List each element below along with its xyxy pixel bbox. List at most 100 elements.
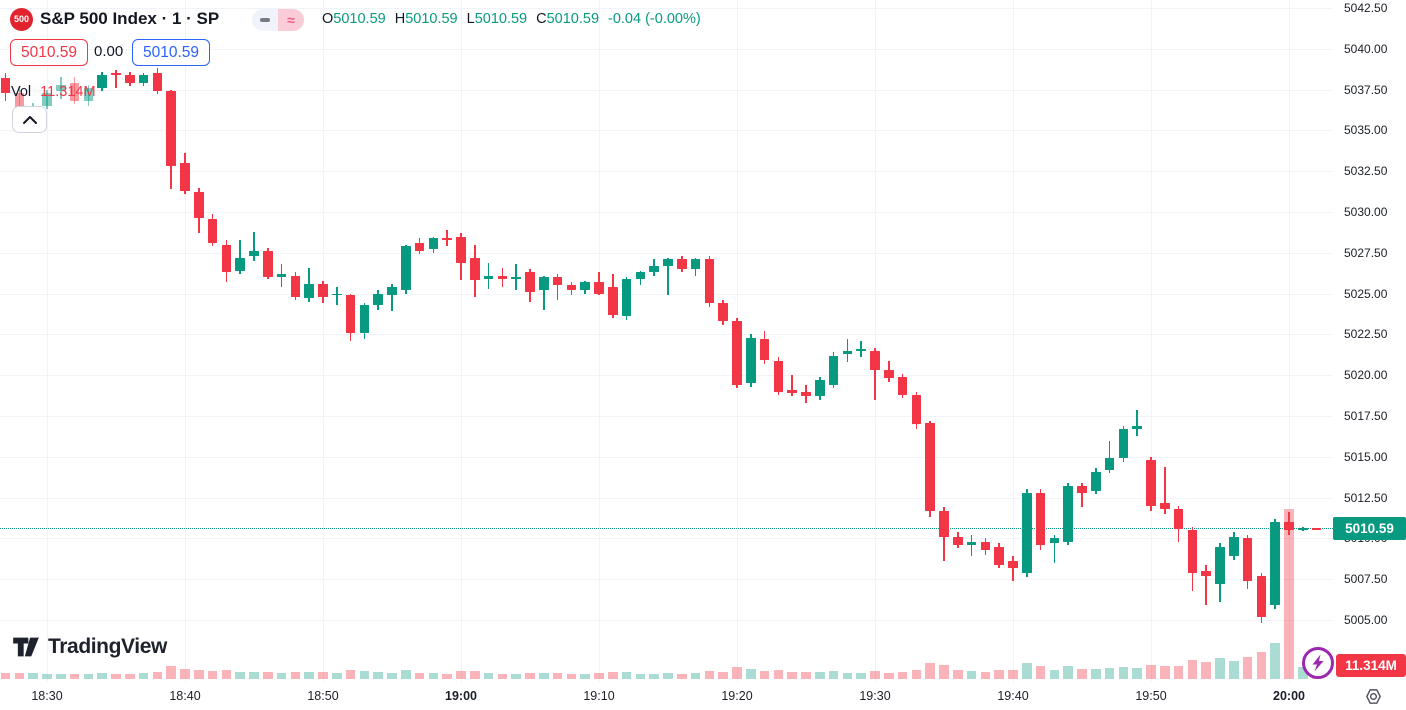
horizontal-gridline [0, 89, 1333, 91]
volume-indicator-legend[interactable]: Vol 11.314M [11, 84, 96, 100]
vertical-gridline [1151, 0, 1152, 682]
horizontal-gridline [0, 171, 1333, 173]
time-tick-label: 20:00 [1273, 689, 1305, 703]
vertical-gridline [875, 0, 876, 682]
volume-bar [856, 673, 866, 679]
candle [1160, 502, 1170, 509]
axis-settings-button[interactable] [1364, 687, 1383, 710]
candle [953, 536, 963, 545]
chart-plot-area[interactable] [0, 0, 1333, 682]
volume-bar [1298, 667, 1308, 679]
candle-wick [1012, 556, 1014, 581]
candle [180, 163, 190, 191]
candle [621, 278, 632, 317]
volume-bar [594, 673, 604, 679]
volume-bar [14, 673, 25, 679]
candle [994, 546, 1004, 565]
candle [1091, 471, 1101, 492]
volume-bar [511, 673, 521, 679]
volume-bar [759, 670, 770, 679]
candle [125, 74, 135, 84]
collapse-legend-button[interactable] [12, 106, 47, 133]
current-price-line [0, 527, 1333, 529]
chevron-up-icon [22, 115, 37, 124]
spread-value: 0.00 [94, 43, 124, 60]
volume-bar [1256, 651, 1267, 679]
open-value: 5010.59 [333, 11, 386, 27]
volume-bar [580, 674, 590, 679]
volume-bar [387, 672, 397, 679]
horizontal-gridline [0, 334, 1333, 336]
buy-price-button[interactable]: 5010.59 [132, 39, 210, 66]
sell-price-button[interactable]: 5010.59 [10, 39, 88, 66]
candle [1215, 546, 1225, 585]
price-tick-label: 5027.50 [1344, 245, 1388, 260]
candle [677, 259, 687, 270]
candle-wick [874, 347, 876, 400]
candle [980, 541, 991, 550]
candle [1256, 575, 1267, 617]
candle [138, 74, 149, 84]
volume-bar [1242, 656, 1253, 679]
volume-bar [235, 671, 245, 679]
volume-bar [1118, 667, 1129, 679]
candle [1311, 528, 1322, 530]
volume-bar [1146, 664, 1156, 679]
volume-bar [608, 671, 618, 679]
instant-trading-button[interactable] [1301, 646, 1335, 685]
approx-toggle-segment[interactable]: ≈ [278, 9, 304, 31]
volume-bar [649, 673, 659, 679]
horizontal-gridline [0, 48, 1333, 50]
time-axis[interactable]: 18:30 18:40 18:50 19:00 19:10 19:20 19:30 19:40… [0, 682, 1406, 710]
candle-wick [1205, 564, 1207, 606]
candle-wick [860, 340, 862, 358]
candle [1104, 458, 1115, 470]
candle-wick [1108, 440, 1111, 474]
approx-icon: ≈ [287, 12, 295, 28]
candle [111, 73, 121, 75]
low-value: 5010.59 [474, 11, 528, 27]
candle [318, 283, 328, 297]
candle [897, 376, 908, 395]
symbol-title[interactable]: S&P 500 Index · 1 · SP [40, 9, 220, 28]
lightning-bolt-icon [1312, 654, 1324, 672]
horizontal-gridline [0, 579, 1333, 581]
price-axis[interactable]: 5042.50 5040.00 5037.50 5035.00 5032.50 5030.… [1333, 0, 1406, 682]
horizontal-gridline [0, 416, 1333, 417]
tradingview-logo[interactable]: TradingView [12, 633, 167, 661]
candle [56, 84, 66, 92]
candle [235, 257, 245, 271]
candle [1035, 492, 1046, 545]
candle [1118, 429, 1129, 459]
candle [566, 285, 577, 291]
price-tick-label: 5012.50 [1344, 490, 1388, 505]
candle [966, 541, 977, 545]
candle [690, 259, 701, 270]
vertical-gridline [1013, 0, 1014, 682]
candle [842, 350, 853, 354]
candle [1022, 492, 1032, 573]
candle [69, 83, 80, 102]
minimize-toggle-segment[interactable] [252, 9, 278, 31]
horizontal-gridline [0, 620, 1333, 621]
time-tick-label: 19:40 [997, 689, 1029, 703]
volume-label: Vol [11, 84, 32, 100]
volume-bar [746, 669, 756, 679]
vertical-gridline [323, 0, 324, 682]
volume-bar [870, 670, 880, 679]
candle [1063, 486, 1073, 542]
volume-bar [966, 670, 977, 679]
price-tick-label: 5015.00 [1344, 449, 1388, 464]
time-tick-label: 19:50 [1135, 689, 1167, 703]
vertical-gridline [461, 0, 462, 682]
volume-bar [83, 673, 94, 679]
candle-wick [556, 274, 559, 301]
volume-bar [842, 673, 853, 679]
high-value: 5010.59 [405, 11, 458, 27]
current-price-tag: 5010.59 [1333, 517, 1406, 541]
volume-bar [828, 671, 839, 679]
price-tick-label: 5040.00 [1344, 41, 1388, 56]
candle [359, 305, 370, 333]
chart-style-toggle[interactable]: ≈ [252, 9, 304, 31]
candle [773, 360, 784, 392]
